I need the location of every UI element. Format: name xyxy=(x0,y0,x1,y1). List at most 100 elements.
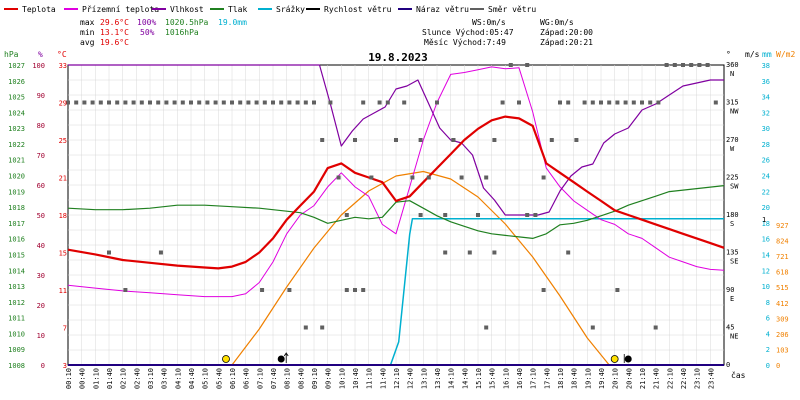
moonrise-arrow-icon xyxy=(283,352,289,363)
wind-dir-point xyxy=(615,100,620,105)
tick-ms: 0 xyxy=(766,362,770,370)
wind-dir-point xyxy=(271,100,275,105)
wind-dir-point xyxy=(369,175,374,180)
tick-dir: 135 xyxy=(726,249,739,257)
tick-hpa: 1018 xyxy=(8,204,25,212)
tick-temp: 18 xyxy=(59,212,67,220)
tick-dir: 180 xyxy=(726,211,739,219)
tick-time: 01:40 xyxy=(106,368,114,389)
tick-wm2: 927 xyxy=(776,222,789,230)
tick-pct: 50 xyxy=(37,212,45,220)
tick-ms: 14 xyxy=(762,251,770,259)
tick-wm2: 309 xyxy=(776,315,789,323)
wind-dir-point xyxy=(221,100,226,105)
wind-dir-point xyxy=(590,325,595,330)
tick-hpa: 1014 xyxy=(8,267,25,275)
info-ws: WS:0m/s xyxy=(472,18,506,27)
wind-dir-point xyxy=(246,100,251,105)
tick-dir: 225 xyxy=(726,174,739,182)
tick-dir: 0 xyxy=(726,361,730,369)
sunset-icon xyxy=(610,355,619,363)
wind-dir-point xyxy=(336,175,341,180)
series-pressure xyxy=(67,185,725,239)
tick-hpa: 1022 xyxy=(8,141,25,149)
tick-time: 12:40 xyxy=(407,368,415,389)
legend-label: Srážky xyxy=(276,5,305,14)
tick-ms: 18 xyxy=(762,220,770,228)
tick-time: 10:40 xyxy=(352,368,360,389)
tick-time: 15:10 xyxy=(475,368,483,389)
info-moon-set: Západ:20:21 xyxy=(540,38,593,47)
tick-wm2: 824 xyxy=(776,238,789,246)
tick-ms: 20 xyxy=(762,204,770,212)
wind-dir-point xyxy=(648,100,653,105)
wind-dir-point xyxy=(287,288,292,292)
wind-dir-point xyxy=(197,100,202,105)
wind-dir-point xyxy=(353,288,357,292)
wind-dir-point xyxy=(262,100,267,105)
tick-pct: 80 xyxy=(37,122,45,130)
tick-dir-name: NW xyxy=(730,108,739,116)
stats-box: max 29.6°C 100% 1020.5hPa 19.0mm min 13.… xyxy=(80,18,247,47)
legend-label: Náraz větru xyxy=(416,5,469,14)
wind-dir-point xyxy=(484,175,489,180)
wind-dir-point xyxy=(492,138,497,142)
wind-dir-point xyxy=(230,100,234,105)
tick-time: 22:40 xyxy=(680,368,688,389)
tick-time: 04:10 xyxy=(174,368,182,389)
tick-temp: 25 xyxy=(59,137,67,145)
tick-ms: 30 xyxy=(762,125,770,133)
tick-wm2: 0 xyxy=(776,362,780,370)
tick-hpa: 1009 xyxy=(8,346,25,354)
tick-time: 15:40 xyxy=(489,368,497,389)
tick-pct: 30 xyxy=(37,272,45,280)
tick-dir-name: NE xyxy=(730,333,738,341)
tick-time: 23:10 xyxy=(694,368,702,389)
legend-label: Směr větru xyxy=(488,5,536,14)
wind-dir-point xyxy=(640,100,644,105)
chart-title: 19.8.2023 xyxy=(368,51,428,64)
unit-hpa: hPa xyxy=(4,50,19,59)
tick-ms: 26 xyxy=(762,157,770,165)
wind-dir-point xyxy=(303,100,308,105)
legend-label: Teplota xyxy=(22,5,56,14)
wind-dir-point xyxy=(500,100,505,105)
tick-hpa: 1027 xyxy=(8,62,25,70)
wind-dir-point xyxy=(590,100,595,105)
tick-time: 17:10 xyxy=(530,368,538,389)
tick-dir-name: W xyxy=(730,145,735,153)
tick-ms: 2 xyxy=(766,346,770,354)
wind-dir-point xyxy=(320,325,325,330)
unit-mm: mm xyxy=(762,50,772,59)
wind-dir-point xyxy=(566,250,571,255)
tick-time: 08:40 xyxy=(297,368,305,389)
tick-time: 10:10 xyxy=(338,368,346,389)
tick-time: 23:40 xyxy=(707,368,715,389)
unit-wm2: W/m2 xyxy=(776,50,795,59)
wind-dir-point xyxy=(82,100,87,105)
tick-time: 16:10 xyxy=(502,368,510,389)
wind-dir-point xyxy=(517,100,521,105)
tick-pct: 100 xyxy=(32,62,45,70)
wind-dir-point xyxy=(410,175,415,180)
tick-time: 21:10 xyxy=(639,368,647,389)
tick-hpa: 1011 xyxy=(8,315,25,323)
wind-dir-point xyxy=(107,250,111,255)
tick-pct: 40 xyxy=(37,242,45,250)
tick-time: 11:40 xyxy=(379,368,387,389)
wind-dir-point xyxy=(631,100,636,105)
series-humidity xyxy=(68,64,724,216)
tick-dir-name: SW xyxy=(730,183,739,191)
tick-temp: 21 xyxy=(59,175,67,183)
wind-dir-point xyxy=(107,100,111,105)
wind-dir-point xyxy=(451,138,456,142)
tick-ms: 16 xyxy=(762,236,770,244)
tick-ms: 36 xyxy=(762,78,770,86)
unit-ms: m/s xyxy=(745,50,760,59)
wind-dir-point xyxy=(123,100,128,105)
axes: 1027102610251024102310221021102010191018… xyxy=(8,61,789,389)
tick-wm2: 721 xyxy=(776,253,789,261)
wind-dir-point xyxy=(260,288,265,292)
wind-dir-point xyxy=(615,288,620,292)
tick-temp: 7 xyxy=(63,325,67,333)
